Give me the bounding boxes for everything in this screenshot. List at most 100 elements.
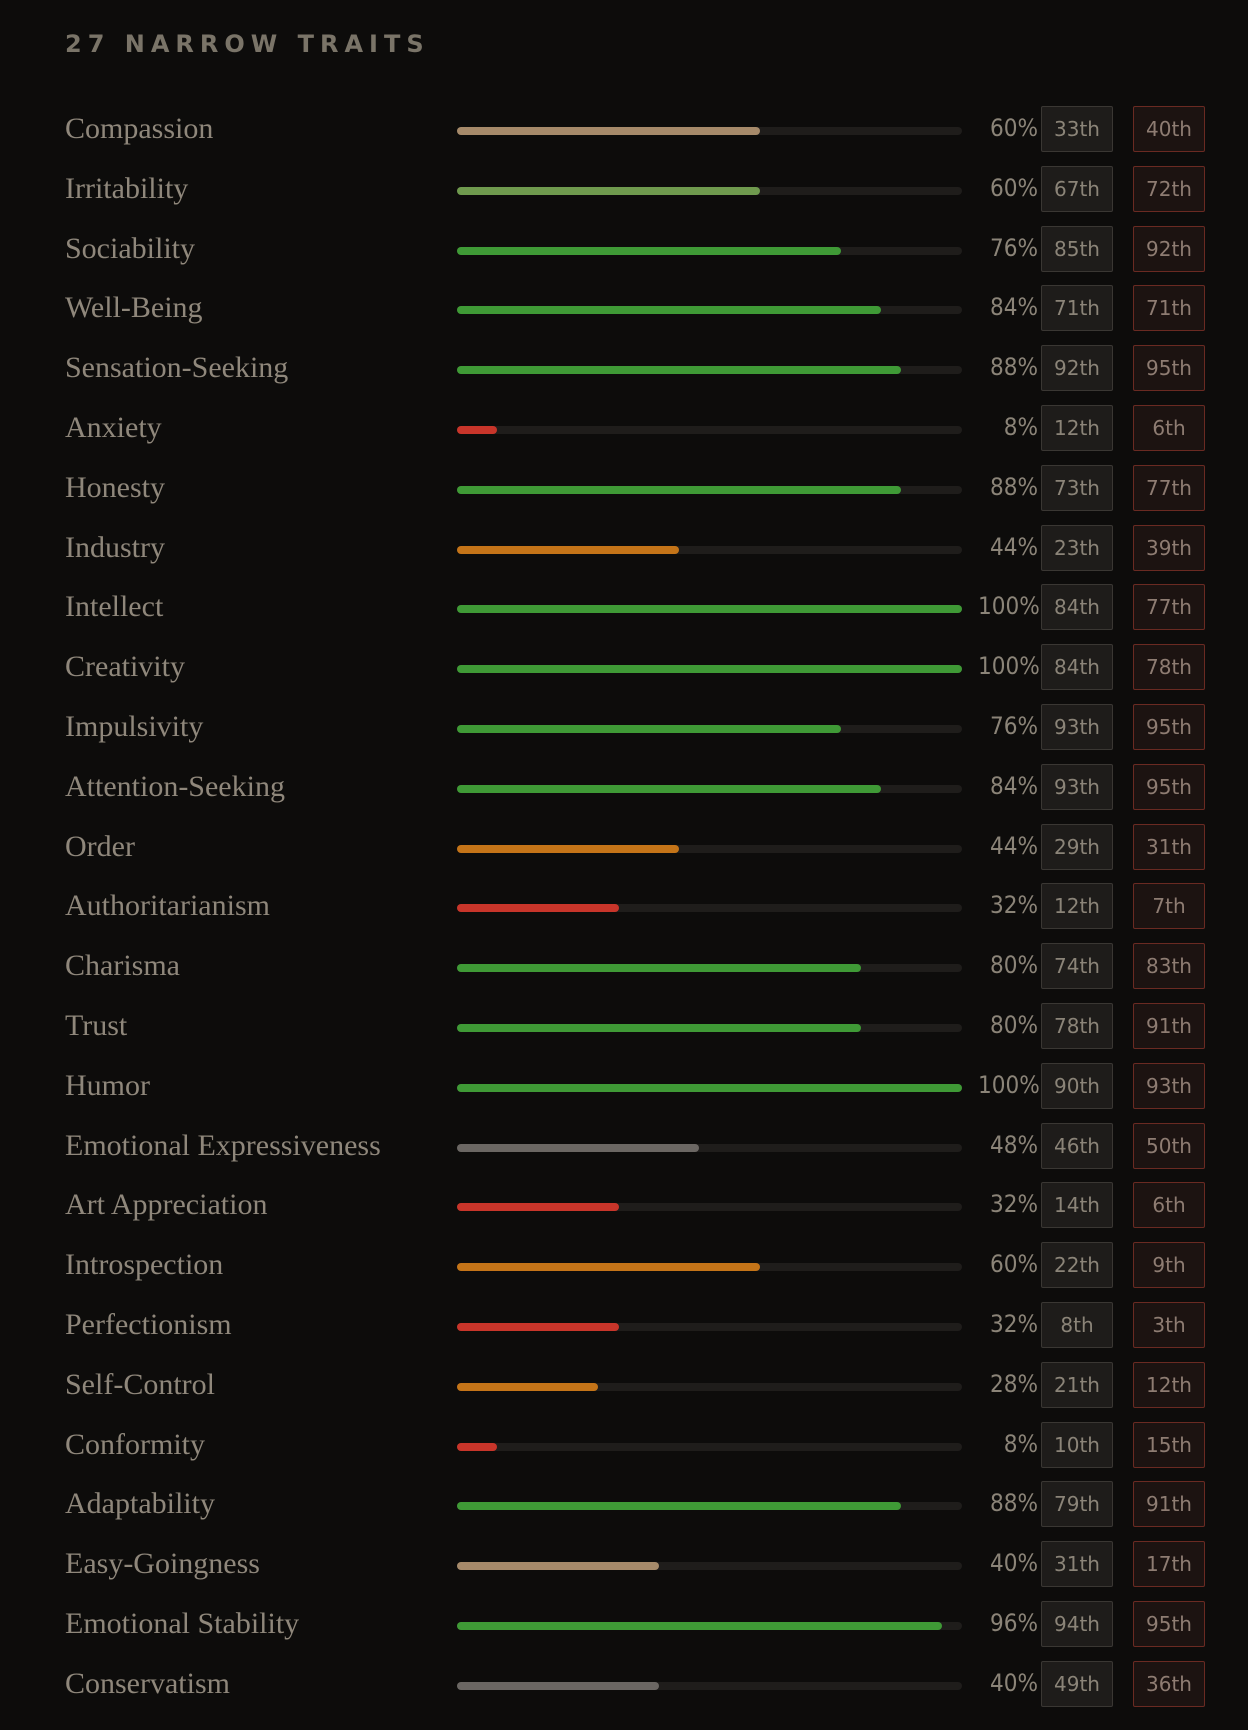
trait-row: Sensation-Seeking 88% 92th 95th — [0, 339, 1248, 399]
section-title: 27 NARROW TRAITS — [65, 30, 430, 58]
trait-label: Conservatism — [65, 1666, 230, 1700]
trait-label: Conformity — [65, 1427, 205, 1461]
trait-value-label: 32% — [990, 891, 1038, 920]
trait-bar-track — [457, 724, 962, 733]
trait-row: Self-Control 28% 21th 12th — [0, 1356, 1248, 1416]
trait-value-label: 60% — [990, 114, 1038, 142]
trait-value-label: 28% — [990, 1369, 1038, 1398]
trait-row: Order 44% 29th 31th — [0, 818, 1248, 878]
trait-bar — [457, 1502, 902, 1511]
percentile-badge-a: 8th — [1041, 1301, 1113, 1348]
trait-value-label: 44% — [990, 532, 1038, 561]
trait-bar-track — [457, 784, 962, 793]
percentile-badge-a: 90th — [1041, 1062, 1113, 1109]
trait-label: Charisma — [65, 949, 180, 983]
trait-bar-track — [457, 1023, 962, 1032]
trait-bar — [457, 904, 619, 913]
percentile-badge-a: 84th — [1041, 584, 1113, 631]
trait-label: Compassion — [65, 112, 214, 145]
trait-label: Order — [65, 829, 135, 863]
trait-row: Emotional Expressiveness 48% 46th 50th — [0, 1117, 1248, 1177]
percentile-badge-a: 78th — [1041, 1002, 1113, 1049]
trait-row: Adaptability 88% 79th 91th — [0, 1475, 1248, 1535]
trait-bar-track — [457, 1143, 962, 1152]
trait-rows: Compassion 60% 33th 40th Irritability 60% 67th… — [0, 100, 1248, 1715]
trait-row: Emotional Stability 96% 94th 95th — [0, 1595, 1248, 1655]
trait-label: Sociability — [65, 231, 195, 265]
percentile-badge-a: 12th — [1041, 404, 1113, 451]
trait-label: Impulsivity — [65, 709, 204, 743]
percentile-badge-a: 73th — [1041, 464, 1113, 511]
trait-value-label: 96% — [990, 1608, 1038, 1637]
trait-bar — [457, 1681, 659, 1690]
trait-value-label: 84% — [990, 293, 1038, 322]
trait-value-label: 84% — [990, 771, 1038, 800]
trait-row: Intellect 100% 84th 77th — [0, 578, 1248, 638]
trait-bar — [457, 1621, 942, 1630]
percentile-badge-b: 95th — [1133, 1600, 1205, 1647]
percentile-badge-a: 92th — [1041, 345, 1113, 392]
percentile-badge-a: 71th — [1041, 285, 1113, 332]
trait-value-label: 76% — [990, 711, 1038, 740]
trait-bar-track — [457, 1083, 962, 1092]
percentile-badge-b: 95th — [1133, 345, 1205, 392]
trait-bar-track — [457, 485, 962, 494]
trait-bar — [457, 1263, 760, 1272]
percentile-badge-b: 78th — [1133, 644, 1205, 691]
trait-bar-track — [457, 366, 962, 375]
trait-bar — [457, 1083, 962, 1092]
trait-label: Self-Control — [65, 1367, 215, 1401]
trait-row: Creativity 100% 84th 78th — [0, 638, 1248, 698]
trait-value-label: 32% — [990, 1190, 1038, 1219]
trait-value-label: 8% — [1003, 412, 1038, 441]
trait-bar-track — [457, 1681, 962, 1690]
trait-row: Conformity 8% 10th 15th — [0, 1416, 1248, 1476]
trait-bar-track — [457, 425, 962, 434]
trait-row: Sociability 76% 85th 92th — [0, 220, 1248, 280]
trait-label: Adaptability — [65, 1487, 215, 1521]
trait-bar-track — [457, 1442, 962, 1451]
trait-label: Industry — [65, 530, 165, 564]
percentile-badge-b: 3th — [1133, 1301, 1205, 1348]
percentile-badge-b: 9th — [1133, 1242, 1205, 1289]
percentile-badge-b: 36th — [1133, 1660, 1205, 1707]
percentile-badge-b: 91th — [1133, 1002, 1205, 1049]
trait-bar — [457, 1023, 861, 1032]
trait-value-label: 40% — [990, 1549, 1038, 1578]
percentile-badge-b: 6th — [1133, 404, 1205, 451]
trait-bar-track — [457, 1382, 962, 1391]
percentile-badge-a: 31th — [1041, 1541, 1113, 1588]
trait-bar-track — [457, 1203, 962, 1212]
trait-bar-track — [457, 1621, 962, 1630]
trait-label: Anxiety — [65, 410, 162, 444]
trait-row: Authoritarianism 32% 12th 7th — [0, 877, 1248, 937]
trait-value-label: 32% — [990, 1309, 1038, 1338]
trait-row: Perfectionism 32% 8th 3th — [0, 1296, 1248, 1356]
percentile-badge-b: 7th — [1133, 883, 1205, 930]
trait-label: Emotional Expressiveness — [65, 1128, 381, 1162]
percentile-badge-b: 83th — [1133, 943, 1205, 990]
percentile-badge-b: 77th — [1133, 464, 1205, 511]
trait-row: Introspection 60% 22th 9th — [0, 1236, 1248, 1296]
trait-bar-track — [457, 186, 962, 195]
trait-value-label: 88% — [990, 353, 1038, 382]
trait-bar — [457, 665, 962, 674]
trait-bar — [457, 605, 962, 614]
trait-value-label: 76% — [990, 233, 1038, 262]
trait-value-label: 80% — [990, 1010, 1038, 1039]
trait-value-label: 44% — [990, 831, 1038, 860]
trait-bar — [457, 1143, 700, 1152]
trait-value-label: 8% — [1003, 1429, 1038, 1458]
trait-bar-track — [457, 1322, 962, 1331]
percentile-badge-b: 31th — [1133, 823, 1205, 870]
trait-bar — [457, 964, 861, 973]
percentile-badge-a: 49th — [1041, 1660, 1113, 1707]
trait-label: Well-Being — [65, 291, 203, 325]
trait-bar-track — [457, 844, 962, 853]
trait-row: Attention-Seeking 84% 93th 95th — [0, 758, 1248, 818]
trait-label: Attention-Seeking — [65, 769, 285, 803]
trait-value-label: 60% — [990, 1250, 1038, 1279]
trait-value-label: 100% — [978, 592, 1040, 621]
trait-row: Irritability 60% 67th 72th — [0, 160, 1248, 220]
trait-bar — [457, 1442, 498, 1451]
